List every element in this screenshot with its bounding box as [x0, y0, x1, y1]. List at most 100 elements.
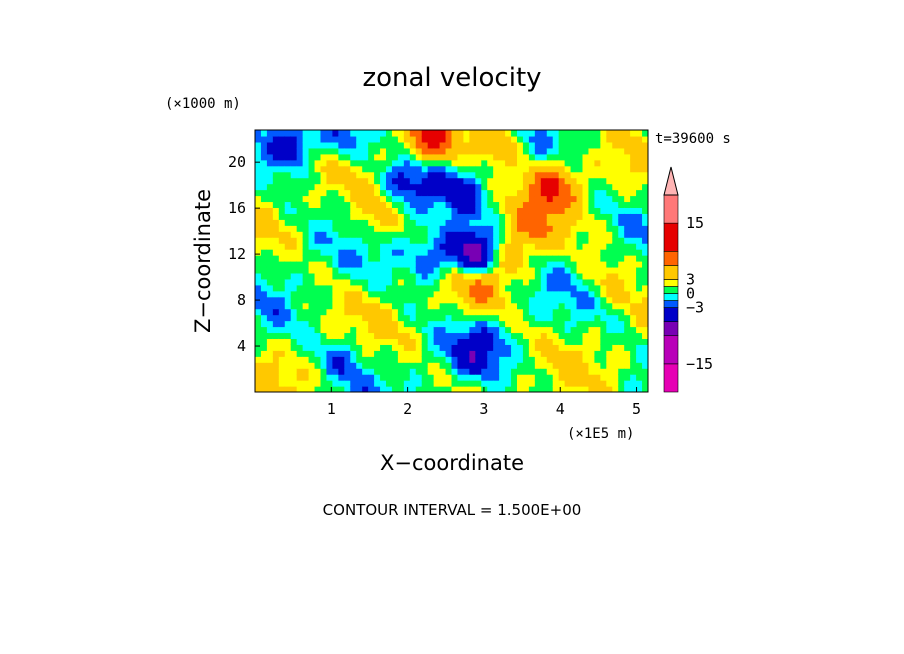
field-cell: [558, 255, 566, 262]
field-cell: [558, 153, 566, 161]
field-cell: [487, 243, 494, 250]
field-cell: [391, 201, 399, 208]
field-cell: [445, 207, 453, 214]
field-cell: [469, 225, 476, 232]
field-cell: [302, 326, 310, 334]
field-cell: [439, 344, 447, 351]
field-cell: [427, 255, 435, 262]
field-cell: [344, 171, 351, 179]
field-cell: [475, 284, 482, 292]
field-cell: [487, 374, 494, 381]
field-cell: [350, 261, 357, 268]
field-cell: [612, 338, 619, 345]
field-cell: [517, 278, 524, 286]
field-cell: [260, 147, 268, 155]
field-cell: [522, 302, 530, 310]
field-cell: [517, 231, 524, 238]
field-cell: [534, 284, 542, 292]
field-cell: [552, 141, 560, 149]
field-cell: [588, 344, 595, 351]
field-cell: [517, 153, 524, 161]
field-cell: [475, 195, 482, 203]
field-cell: [308, 368, 316, 375]
field-cell: [290, 386, 298, 392]
field-cell: [255, 374, 262, 381]
field-cell: [642, 135, 648, 143]
field-cell: [338, 296, 345, 304]
field-cell: [487, 368, 494, 375]
field-cell: [368, 332, 375, 339]
field-cell: [391, 302, 399, 310]
field-cell: [511, 356, 518, 363]
field-cell: [588, 201, 595, 208]
field-cell: [582, 374, 590, 381]
field-cell: [505, 380, 512, 387]
field-cell: [421, 302, 429, 310]
field-cell: [445, 284, 453, 292]
field-cell: [255, 195, 262, 203]
field-cell: [403, 249, 411, 256]
field-cell: [558, 374, 566, 381]
field-cell: [570, 177, 578, 185]
field-cell: [290, 261, 298, 268]
field-cell: [505, 249, 512, 256]
field-cell: [511, 207, 518, 214]
field-cell: [421, 255, 429, 262]
field-cell: [421, 356, 429, 363]
field-cell: [296, 159, 304, 167]
field-cell: [290, 338, 298, 345]
field-cell: [511, 201, 518, 208]
field-cell: [594, 314, 601, 322]
field-cell: [260, 135, 268, 143]
field-cell: [576, 296, 584, 304]
field-cell: [266, 344, 274, 351]
field-cell: [302, 314, 310, 322]
field-cell: [255, 344, 262, 351]
field-cell: [296, 362, 304, 369]
field-cell: [576, 255, 584, 262]
field-cell: [451, 374, 459, 381]
field-cell: [320, 332, 328, 339]
field-cell: [588, 284, 595, 292]
field-cell: [564, 219, 572, 226]
field-cell: [558, 284, 566, 292]
field-cell: [356, 272, 363, 280]
field-cell: [505, 225, 512, 232]
field-cell: [260, 266, 268, 274]
field-cell: [415, 314, 423, 322]
colorbar-tick-label: −15: [686, 355, 713, 373]
field-cell: [344, 302, 351, 310]
field-cell: [528, 141, 536, 149]
field-cell: [630, 130, 637, 137]
field-cell: [421, 243, 429, 250]
x-tick-label: 3: [479, 400, 488, 418]
field-cell: [576, 165, 584, 173]
field-cell: [350, 290, 357, 298]
field-cell: [374, 266, 381, 274]
field-cell: [451, 326, 459, 334]
field-cell: [338, 255, 345, 262]
field-cell: [338, 278, 345, 286]
field-cell: [326, 386, 333, 392]
field-cell: [356, 219, 363, 226]
field-cell: [397, 177, 405, 185]
field-cell: [409, 261, 417, 268]
field-cell: [397, 141, 405, 149]
field-cell: [469, 243, 476, 250]
field-cell: [564, 177, 572, 185]
field-cell: [499, 326, 506, 334]
field-cell: [433, 249, 441, 256]
field-cell: [380, 350, 387, 357]
field-cell: [606, 266, 613, 274]
field-cell: [272, 272, 280, 280]
field-cell: [630, 189, 637, 197]
field-cell: [499, 213, 506, 220]
field-cell: [397, 368, 405, 375]
field-cell: [255, 272, 262, 280]
field-cell: [338, 135, 345, 143]
field-cell: [374, 344, 381, 351]
field-cell: [481, 189, 488, 197]
field-cell: [642, 219, 648, 226]
field-cell: [469, 141, 476, 149]
field-cell: [636, 296, 643, 304]
